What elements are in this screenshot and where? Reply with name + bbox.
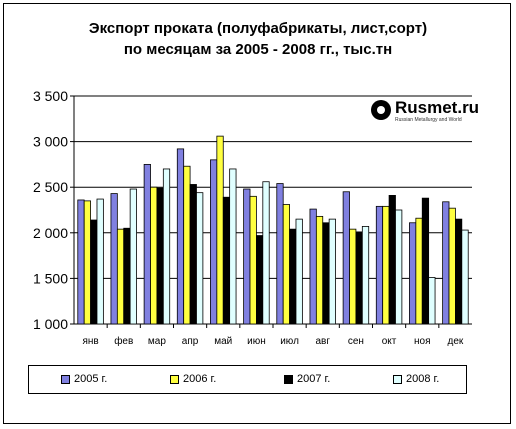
x-tick-label: ноя: [414, 336, 431, 347]
x-tick-label: май: [214, 336, 232, 347]
chart-title-line1: Экспорт проката (полуфабрикаты, лист,сор…: [88, 20, 428, 37]
bar-2007-авг: [322, 222, 330, 325]
bar-2007-апр: [189, 184, 197, 325]
x-tick-label: июн: [247, 336, 266, 347]
bar-2006-мар: [150, 186, 158, 325]
x-tick-label: апр: [182, 336, 199, 347]
bar-2006-май: [216, 135, 224, 325]
bar-2007-фев: [123, 227, 131, 325]
logo-tagline: Russian Metallurgy and World: [395, 117, 462, 123]
bar-2005-июн: [243, 188, 251, 325]
bar-2006-окт: [382, 205, 390, 325]
bar-2008-фев: [129, 188, 137, 325]
y-tick-label: 3 500: [33, 88, 68, 104]
bar-2006-фев: [116, 228, 125, 325]
bar-2006-янв: [83, 200, 91, 325]
bar-2008-авг: [328, 218, 336, 325]
bar-2005-мар: [143, 163, 151, 325]
bar-2006-дек: [448, 207, 456, 325]
chart-legend: 2005 г. 2006 г. 2007 г. 2008 г.: [28, 365, 467, 394]
legend-label-2008: 2008 г.: [406, 373, 440, 385]
bar-2005-янв: [77, 199, 85, 325]
x-tick-label: авг: [315, 336, 330, 347]
legend-swatch-2007: [284, 375, 293, 384]
bar-2007-июл: [289, 228, 297, 325]
bar-2007-окт: [388, 195, 396, 325]
bar-2005-ноя: [409, 222, 417, 325]
bar-2006-июл: [282, 204, 290, 325]
bar-2008-июл: [295, 218, 303, 325]
legend-label-2007: 2007 г.: [297, 373, 331, 385]
bar-2008-ноя: [428, 277, 436, 325]
bar-2008-дек: [461, 229, 469, 325]
bar-2007-мар: [156, 187, 164, 325]
rusmet-logo: Rusmet.ru Russian Metallurgy and World: [371, 98, 481, 130]
bar-2008-апр: [196, 192, 204, 325]
bar-2005-окт: [375, 205, 384, 325]
bar-2006-ноя: [415, 217, 423, 325]
bar-2007-июн: [256, 235, 264, 325]
bar-2006-апр: [183, 165, 191, 325]
bar-2005-дек: [442, 201, 450, 325]
bar-2007-ноя: [421, 197, 430, 325]
y-tick-label: 3 000: [33, 134, 68, 150]
y-tick-label: 1 500: [33, 270, 68, 286]
bar-2007-дек: [455, 218, 463, 325]
bar-2008-июн: [262, 181, 270, 325]
x-tick-label: июл: [280, 336, 299, 347]
bar-2007-сен: [355, 231, 363, 325]
legend-label-2006: 2006 г.: [183, 373, 217, 385]
x-tick-label: окт: [382, 336, 397, 347]
x-tick-label: мар: [148, 336, 166, 347]
bar-2005-фев: [110, 193, 118, 325]
bar-2006-июн: [249, 195, 257, 325]
bar-2005-сен: [342, 191, 350, 325]
x-tick-label: дек: [448, 336, 464, 347]
x-tick-label: сен: [348, 336, 364, 347]
x-tick-label: янв: [82, 336, 98, 347]
bar-2008-сен: [361, 226, 370, 325]
chart-title-line2: по месяцам за 2005 - 2008 гг., тыс.тн: [123, 41, 393, 58]
bar-2008-окт: [395, 209, 403, 325]
bar-2005-апр: [176, 148, 185, 325]
y-tick-label: 2 000: [33, 225, 68, 241]
bar-2007-май: [222, 196, 231, 325]
bar-2008-янв: [96, 198, 104, 325]
rusmet-logo-icon: [371, 100, 391, 120]
bar-2006-авг: [315, 215, 324, 325]
x-tick-label: фев: [114, 335, 133, 347]
logo-name: Rusmet.ru: [395, 98, 480, 117]
bar-2005-май: [210, 159, 218, 325]
legend-swatch-2008: [393, 375, 402, 384]
bar-2005-авг: [309, 208, 317, 325]
bar-2005-июл: [276, 183, 284, 325]
legend-label-2005: 2005 г.: [74, 373, 108, 385]
bar-2006-сен: [349, 228, 357, 325]
bar-2008-май: [229, 168, 237, 325]
bar-2008-мар: [162, 168, 171, 325]
y-tick-label: 1 000: [33, 316, 68, 332]
y-tick-label: 2 500: [33, 179, 68, 195]
legend-swatch-2005: [61, 375, 70, 384]
legend-swatch-2006: [170, 375, 179, 384]
bar-2007-янв: [90, 219, 98, 325]
